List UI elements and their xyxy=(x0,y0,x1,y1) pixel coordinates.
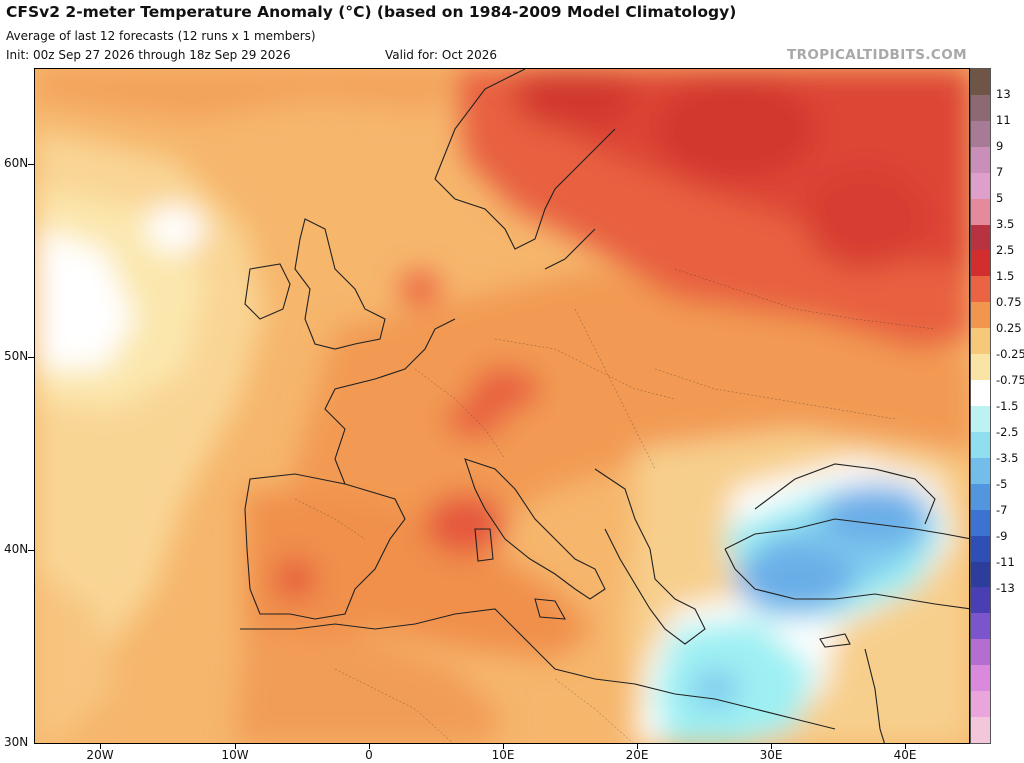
colorbar-tick-label: -5 xyxy=(996,477,1008,491)
colorbar-bin xyxy=(971,302,990,329)
lon-label-20w: 20W xyxy=(86,748,114,762)
lon-tick xyxy=(100,744,101,749)
lon-label-0: 0 xyxy=(365,748,373,762)
colorbar-bin xyxy=(971,587,990,614)
lon-tick xyxy=(369,744,370,749)
lon-tick xyxy=(503,744,504,749)
colorbar-tick-label: 0.75 xyxy=(996,295,1022,309)
colorbar-bin xyxy=(971,146,990,173)
source-credit: TROPICALTIDBITS.COM xyxy=(787,47,967,63)
colorbar-bin xyxy=(971,483,990,510)
colorbar-tick-label: -2.5 xyxy=(996,425,1019,439)
colorbar-tick-label: 2.5 xyxy=(996,243,1015,257)
colorbar-bin xyxy=(971,94,990,121)
colorbar-bin xyxy=(971,354,990,381)
colorbar-bin xyxy=(971,613,990,640)
colorbar-bin xyxy=(971,431,990,458)
lat-tick xyxy=(28,164,34,165)
colorbar-tick-label: -1.5 xyxy=(996,399,1019,413)
lat-label-60n: 60N xyxy=(4,156,29,170)
lat-tick xyxy=(28,357,34,358)
colorbar-bin xyxy=(971,691,990,718)
colorbar-bin xyxy=(971,535,990,562)
anomaly-shading xyxy=(35,69,969,743)
lon-label-10e: 10E xyxy=(491,748,515,762)
lat-label-40n: 40N xyxy=(4,542,29,556)
colorbar-bin xyxy=(971,172,990,199)
colorbar-tick-label: 9 xyxy=(996,139,1004,153)
colorbar-tick-label: 0.25 xyxy=(996,321,1022,335)
lat-tick xyxy=(28,550,34,551)
lon-tick xyxy=(235,744,236,749)
colorbar-bin xyxy=(971,509,990,536)
lon-tick xyxy=(637,744,638,749)
colorbar-tick-label: -7 xyxy=(996,503,1008,517)
colorbar-bin xyxy=(971,639,990,666)
coastlines xyxy=(240,69,969,743)
colorbar-bin xyxy=(971,120,990,147)
lon-tick xyxy=(905,744,906,749)
lat-label-50n: 50N xyxy=(4,349,29,363)
lon-label-40e: 40E xyxy=(893,748,917,762)
colorbar-tick-label: -3.5 xyxy=(996,451,1019,465)
lon-label-10w: 10W xyxy=(221,748,249,762)
lon-label-30e: 30E xyxy=(759,748,783,762)
colorbar-tick-label: -9 xyxy=(996,529,1008,543)
colorbar-tick-label: -0.75 xyxy=(996,373,1024,387)
colorbar-tick-label: 11 xyxy=(996,113,1011,127)
colorbar-bin xyxy=(971,561,990,588)
colorbar-bin xyxy=(971,457,990,484)
colorbar-bin xyxy=(971,224,990,251)
colorbar-legend xyxy=(970,68,991,744)
colorbar-bin xyxy=(971,250,990,277)
colorbar-bin xyxy=(971,69,990,95)
anomaly-map xyxy=(34,68,970,744)
colorbar-tick-label: -0.25 xyxy=(996,347,1024,361)
colorbar-tick-label: 5 xyxy=(996,191,1004,205)
colorbar-tick-label: 13 xyxy=(996,87,1011,101)
colorbar-tick-label: -11 xyxy=(996,555,1015,569)
colorbar-bin xyxy=(971,328,990,355)
admin-borders xyxy=(294,268,936,743)
colorbar-bin xyxy=(971,276,990,303)
chart-subtitle: Average of last 12 forecasts (12 runs x … xyxy=(6,29,316,43)
colorbar-bin xyxy=(971,405,990,432)
colorbar-bin xyxy=(971,717,990,743)
init-time-label: Init: 00z Sep 27 2026 through 18z Sep 29… xyxy=(6,48,291,62)
colorbar-tick-label: 7 xyxy=(996,165,1004,179)
colorbar-tick-label: 3.5 xyxy=(996,217,1015,231)
colorbar-bin xyxy=(971,665,990,692)
lon-tick xyxy=(771,744,772,749)
colorbar-bin xyxy=(971,380,990,406)
colorbar-bin xyxy=(971,198,990,225)
anomaly-map-svg xyxy=(35,69,969,743)
colorbar-tick-label: 1.5 xyxy=(996,269,1015,283)
colorbar-tick-label: -13 xyxy=(996,581,1015,595)
lat-label-30n: 30N xyxy=(4,735,29,749)
lon-label-20e: 20E xyxy=(625,748,649,762)
chart-title: CFSv2 2-meter Temperature Anomaly (°C) (… xyxy=(6,3,737,21)
valid-time-label: Valid for: Oct 2026 xyxy=(385,48,497,62)
